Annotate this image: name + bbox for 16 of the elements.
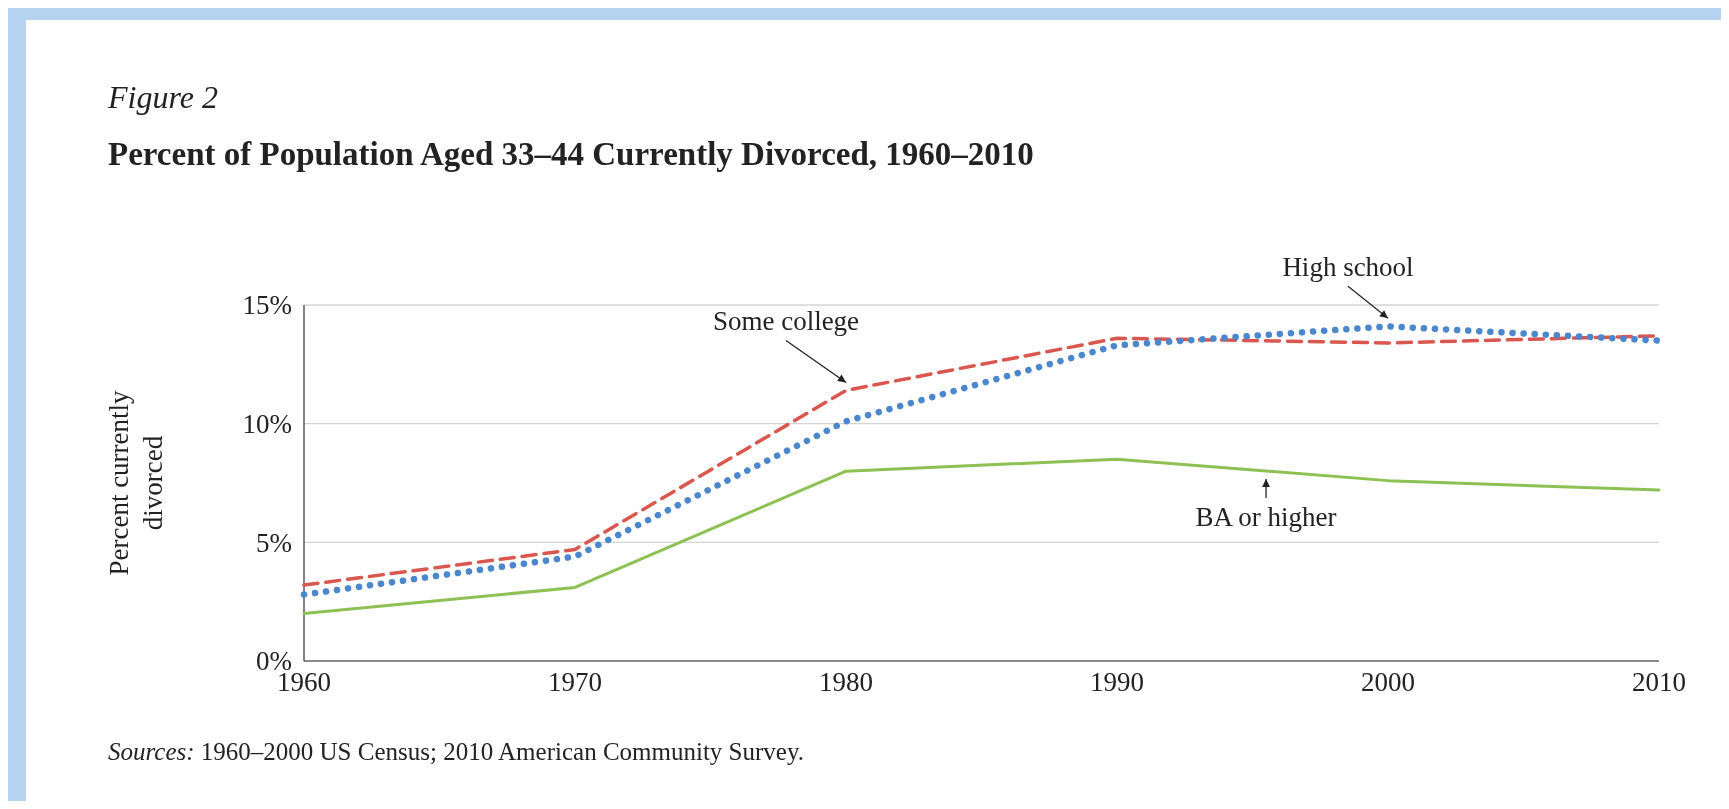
chart-title: Percent of Population Aged 33–44 Currently Divorced, 1960–2010: [108, 136, 1034, 172]
series-label: High school: [1282, 252, 1414, 283]
x-tick-label: 1970: [548, 667, 602, 697]
x-tick-label: 2010: [1632, 667, 1686, 697]
series-label: BA or higher: [1195, 502, 1337, 533]
line-series: [302, 457, 1661, 616]
x-tick-label: 1990: [1090, 667, 1144, 697]
source-note: Sources: 1960–2000 US Census; 2010 American Community Survey.: [108, 738, 805, 765]
y-axis-title: Percent currently divorced: [104, 389, 168, 576]
y-tick-label: 5%: [256, 527, 292, 558]
x-tick-label: 1980: [819, 667, 873, 697]
y-tick-label: 15%: [242, 290, 292, 321]
series-label: Some college: [712, 306, 860, 337]
x-tick-label: 2000: [1361, 667, 1415, 697]
chart-subtitle: Figure 2: [107, 79, 218, 115]
y-tick-label: 10%: [242, 409, 292, 440]
